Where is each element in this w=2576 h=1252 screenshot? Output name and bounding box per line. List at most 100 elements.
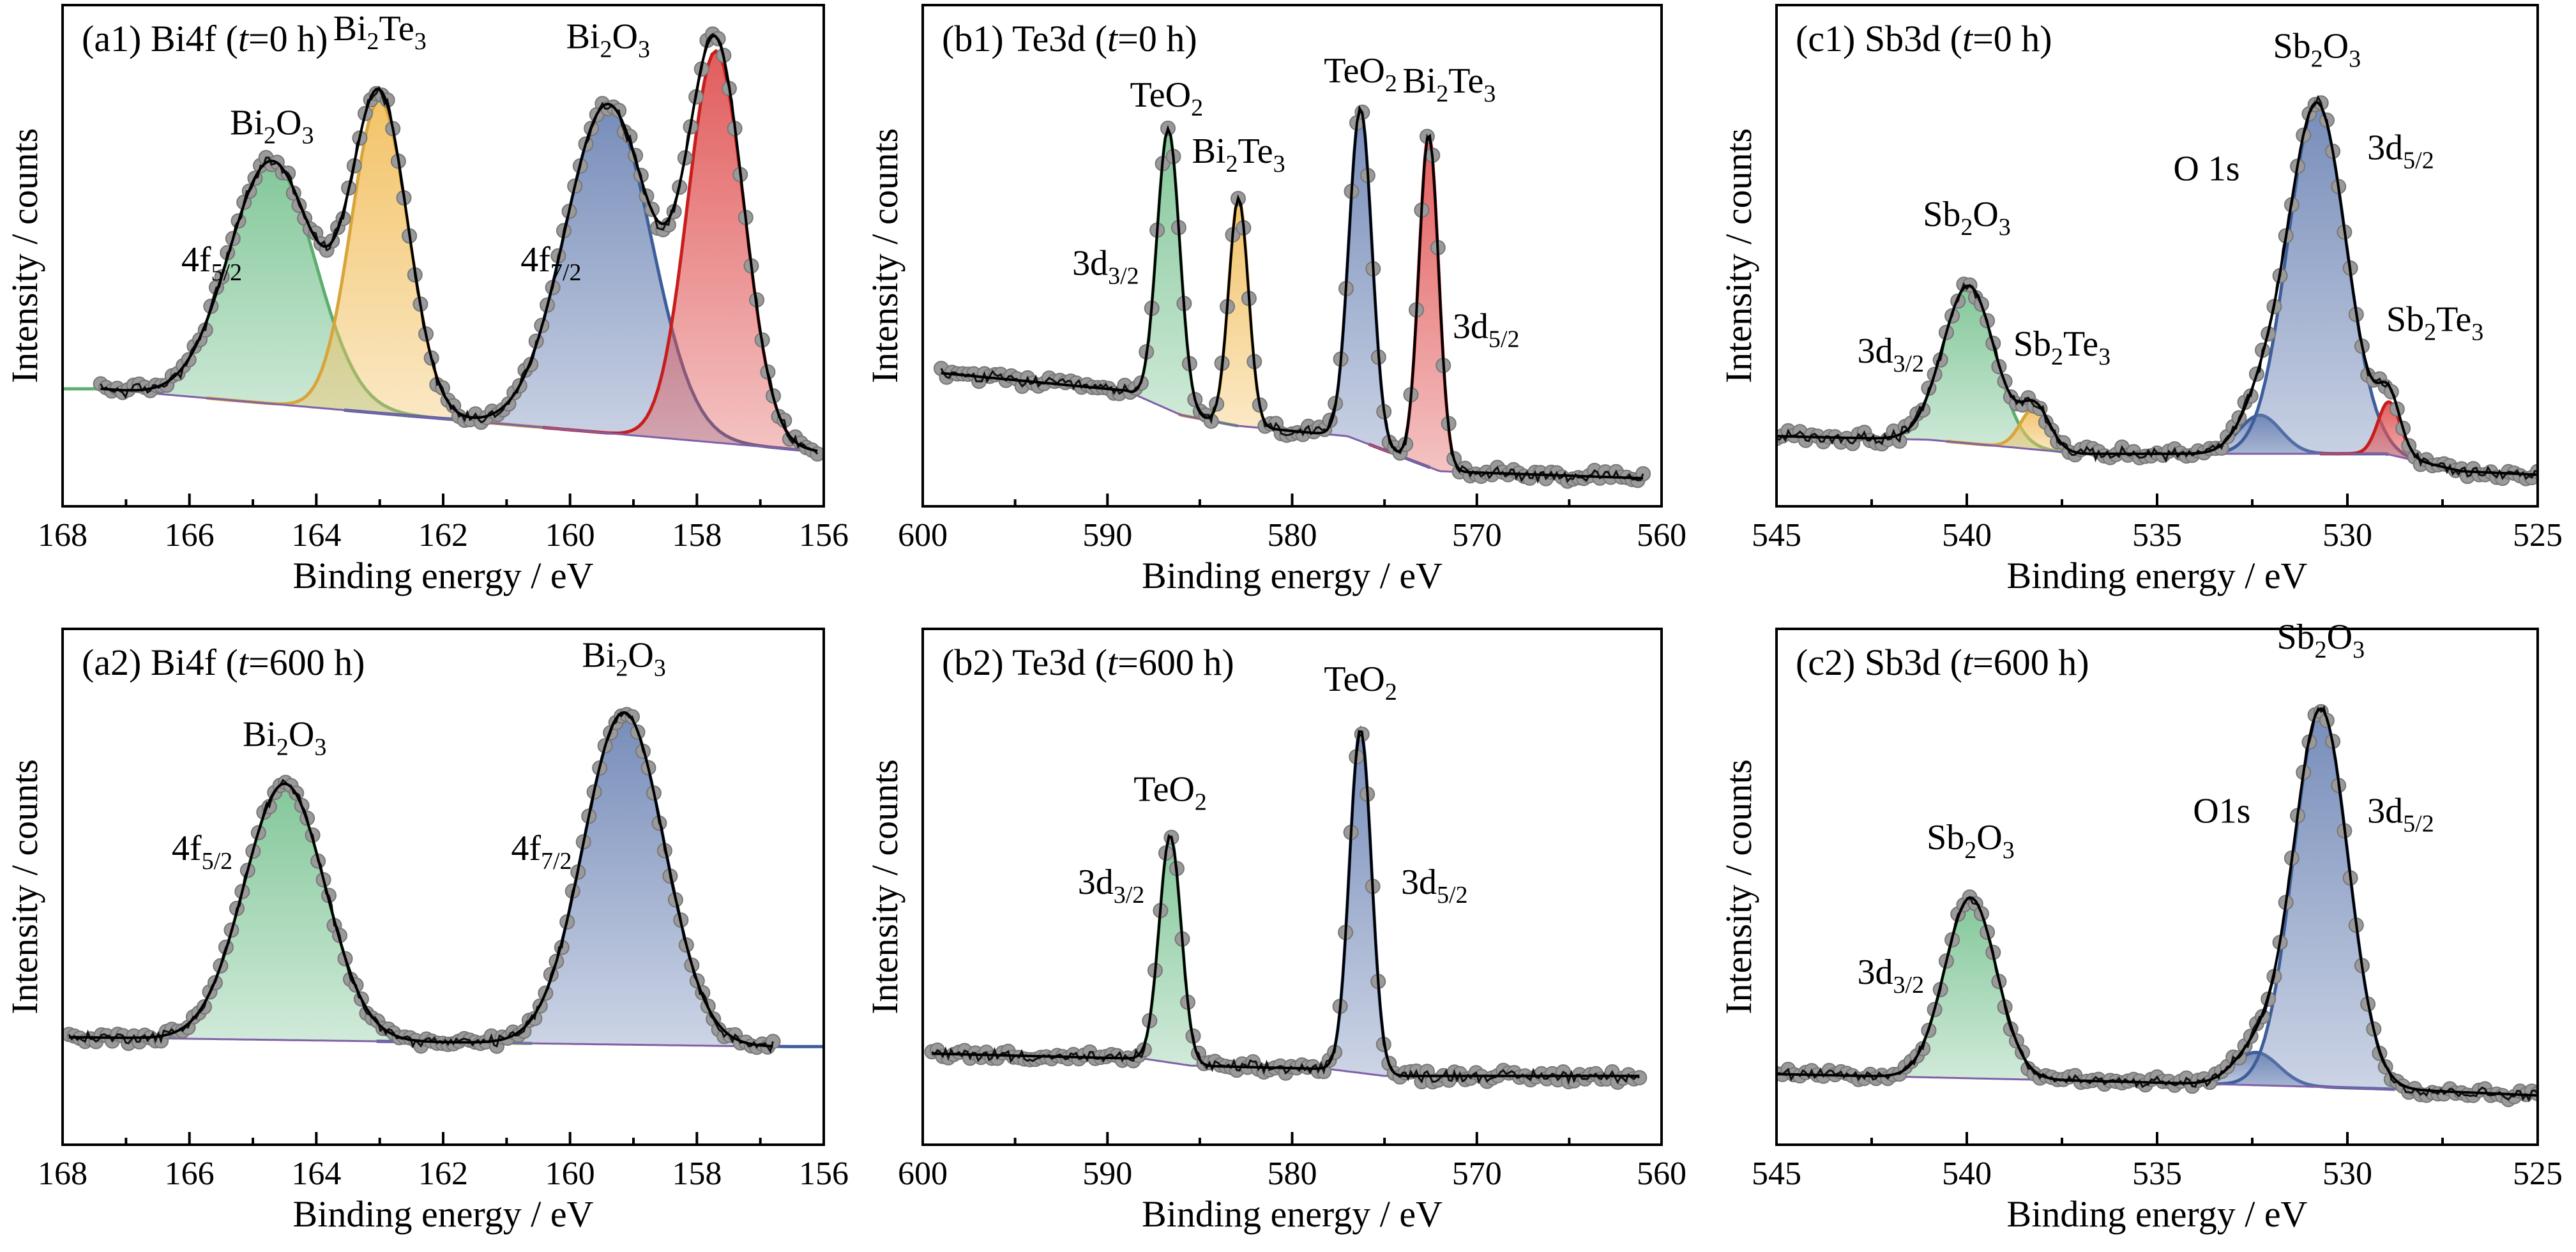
peak-annotation: Sb2Te3 bbox=[2386, 300, 2483, 346]
x-tick-label: 600 bbox=[898, 517, 948, 554]
peak-annotation: O 1s bbox=[2173, 149, 2239, 188]
x-tick-label: 525 bbox=[2513, 1156, 2563, 1192]
x-axis-title: Binding energy / eV bbox=[1142, 555, 1443, 596]
peak-annotation: 4f7/2 bbox=[520, 240, 581, 286]
peak-annotation: 3d3/2 bbox=[1858, 953, 1925, 999]
x-axis-title: Binding energy / eV bbox=[2007, 1193, 2308, 1235]
envelope-fit bbox=[941, 105, 1644, 480]
envelope-fit bbox=[932, 730, 1640, 1078]
peak-annotation: 3d3/2 bbox=[1858, 331, 1925, 377]
x-axis-title: Binding energy / eV bbox=[293, 555, 594, 596]
x-tick-label: 160 bbox=[545, 1156, 595, 1192]
y-axis-title: Intensity / counts bbox=[864, 759, 905, 1014]
panel-title: (c2) Sb3d (t=600 h) bbox=[1796, 642, 2089, 683]
peak-annotation: 3d5/2 bbox=[1401, 863, 1468, 909]
x-tick-label: 590 bbox=[1082, 517, 1132, 554]
peak-fill-green bbox=[1103, 835, 1238, 1067]
peak-fill-yellow bbox=[1178, 198, 1299, 432]
y-axis-title: Intensity / counts bbox=[4, 128, 45, 384]
peak-annotation: Sb2O3 bbox=[2273, 26, 2361, 72]
x-tick-label: 156 bbox=[799, 1156, 849, 1192]
x-tick-label: 560 bbox=[1637, 1156, 1686, 1192]
x-tick-label: 162 bbox=[418, 1156, 468, 1192]
peak-annotation: Bi2O3 bbox=[230, 103, 314, 149]
raw-spectrum bbox=[1777, 705, 2538, 1103]
peak-fill-yellow bbox=[1946, 407, 2125, 454]
envelope-fit bbox=[1777, 707, 2538, 1097]
x-tick-label: 162 bbox=[418, 517, 468, 554]
envelope-fit bbox=[1777, 101, 2538, 476]
x-tick-label: 158 bbox=[672, 517, 722, 554]
plot-frame bbox=[61, 628, 825, 1146]
panel-b2: 600 590 580 570 560 Binding energy / eV Intens… bbox=[864, 628, 1686, 1235]
peak-fill-blue bbox=[2152, 709, 2489, 1094]
x-tick-label: 525 bbox=[2513, 517, 2563, 554]
peak-annotation: Bi2Te3 bbox=[1192, 132, 1285, 177]
raw-spectrum bbox=[940, 111, 1644, 485]
x-tick-label: 166 bbox=[165, 1156, 215, 1192]
x-tick-label: 580 bbox=[1268, 1156, 1317, 1192]
peak-annotation: Sb2O3 bbox=[2277, 617, 2365, 663]
plot-frame bbox=[1775, 628, 2539, 1146]
y-axis-title: Intensity / counts bbox=[864, 128, 905, 384]
panel-title: (c1) Sb3d (t=0 h) bbox=[1796, 18, 2052, 59]
peak-fill-green bbox=[1810, 285, 2127, 454]
peak-fill-green bbox=[63, 783, 533, 1044]
peak-fill-blue bbox=[376, 712, 824, 1047]
x-tick-label: 580 bbox=[1268, 517, 1317, 554]
peak-annotation: 4f7/2 bbox=[511, 829, 572, 875]
peak-annotation: Sb2O3 bbox=[1927, 818, 2015, 864]
peak-fill-green bbox=[1098, 129, 1238, 426]
peak-annotation: 3d5/2 bbox=[2367, 128, 2434, 174]
peak-annotation: TeO2 bbox=[1324, 660, 1397, 705]
x-tick-label: 590 bbox=[1082, 1156, 1132, 1192]
peak-fill-blue bbox=[1293, 728, 1428, 1076]
plot-area bbox=[1777, 94, 2538, 486]
peak-annotation: 3d5/2 bbox=[1453, 307, 1520, 353]
peak-annotation: TeO2 bbox=[1133, 769, 1207, 815]
x-tick-label: 168 bbox=[38, 517, 87, 554]
peak-annotation: Bi2Te3 bbox=[333, 9, 427, 55]
panel-title: (a1) Bi4f (t=0 h) bbox=[82, 18, 328, 59]
x-tick-label: 560 bbox=[1637, 517, 1686, 554]
peak-fill-yellow bbox=[206, 100, 553, 428]
peak-fill-green bbox=[1812, 897, 2129, 1082]
panel-b1: 600 590 580 570 560 Binding energy / eV Intens… bbox=[864, 4, 1686, 596]
peak-annotation: TeO2 bbox=[1324, 51, 1397, 97]
x-tick-label: 160 bbox=[545, 517, 595, 554]
raw-data-points bbox=[924, 727, 1648, 1090]
x-tick-label: 156 bbox=[799, 517, 849, 554]
peak-fill-blue bbox=[1291, 108, 1430, 468]
x-tick-label: 535 bbox=[2132, 1156, 2182, 1192]
panel-title: (b2) Te3d (t=600 h) bbox=[942, 642, 1234, 683]
x-axis-title: Binding energy / eV bbox=[1142, 1193, 1443, 1235]
peak-annotation: Bi2O3 bbox=[566, 17, 650, 63]
x-tick-label: 570 bbox=[1452, 1156, 1502, 1192]
plot-area bbox=[924, 725, 1648, 1090]
plot-area bbox=[1777, 704, 2538, 1108]
x-tick-label: 530 bbox=[2322, 517, 2372, 554]
peak-annotation: 3d5/2 bbox=[2367, 792, 2434, 838]
x-tick-label: 600 bbox=[898, 1156, 948, 1192]
x-tick-label: 540 bbox=[1942, 517, 1992, 554]
peak-fill-blue bbox=[344, 104, 824, 452]
x-tick-label: 545 bbox=[1752, 1156, 1801, 1192]
x-tick-label: 540 bbox=[1942, 1156, 1992, 1192]
plot-area bbox=[63, 26, 824, 462]
peak-annotation: Sb2Te3 bbox=[2013, 324, 2110, 370]
envelope-fit bbox=[68, 711, 773, 1048]
panel-c2: 545 540 535 530 525 Binding energy / eV Intens… bbox=[1718, 617, 2563, 1235]
raw-spectrum bbox=[931, 732, 1640, 1085]
plot-area bbox=[63, 707, 824, 1055]
panel-c1: 545 540 535 530 525 Binding energy / eV Intens… bbox=[1718, 4, 2563, 596]
panel-title: (a2) Bi4f (t=600 h) bbox=[82, 642, 365, 683]
x-tick-label: 570 bbox=[1452, 517, 1502, 554]
x-tick-label: 158 bbox=[672, 1156, 722, 1192]
panel-title: (b1) Te3d (t=0 h) bbox=[942, 18, 1197, 59]
x-tick-label: 168 bbox=[38, 1156, 87, 1192]
y-axis-title: Intensity / counts bbox=[1718, 128, 1759, 384]
plot-area bbox=[933, 104, 1651, 489]
peak-annotation: 3d3/2 bbox=[1072, 244, 1139, 290]
peak-annotation: O1s bbox=[2193, 792, 2250, 831]
